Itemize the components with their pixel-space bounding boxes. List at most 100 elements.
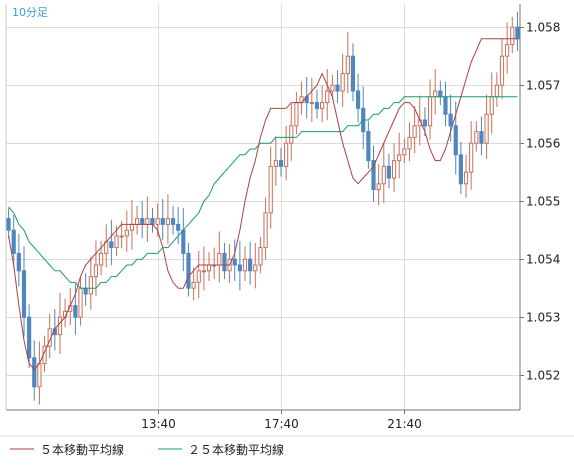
x-axis-ticks: 13:40 17:40 21:40 [141, 410, 422, 431]
candle-body-down [371, 160, 376, 191]
candle-body-down [186, 252, 191, 289]
candle-body-up [98, 252, 104, 266]
candle-body-up [134, 218, 140, 225]
candle-body-up [273, 160, 278, 167]
candle-body-down [278, 160, 284, 167]
candle-body-up [145, 218, 150, 225]
candle-body-down [32, 357, 37, 388]
candle-body-up [505, 44, 510, 57]
candle-body-up [165, 218, 171, 225]
candle-body-down [176, 223, 181, 231]
candle-body-up [263, 212, 268, 249]
candle-body-down [355, 90, 361, 109]
candle-body-down [73, 305, 78, 318]
candle-body-down [181, 229, 186, 254]
y-tick-label: 1.053 [526, 311, 560, 325]
candle-body-down [109, 241, 114, 249]
candles [6, 12, 520, 405]
candle-body-up [124, 229, 129, 237]
candle-body-up [402, 148, 407, 156]
y-tick-label: 1.056 [526, 137, 560, 151]
candle-body-up [330, 84, 335, 92]
x-tick-label: 21:40 [387, 417, 422, 431]
candle-body-down [237, 264, 242, 272]
candle-body-up [114, 235, 119, 249]
y-tick-label: 1.057 [526, 79, 560, 93]
candle-body-up [474, 131, 479, 144]
ma5-line [8, 38, 518, 371]
y-tick-label: 1.055 [526, 195, 560, 209]
legend-ma25-label: ２５本移動平均線 [188, 442, 284, 457]
candle-body-down [16, 252, 21, 272]
candle-body-down [160, 218, 165, 225]
candle-body-up [88, 276, 93, 295]
gridlines [6, 4, 520, 410]
candle-body-up [289, 125, 294, 144]
legend-ma5-label: ５本移動平均線 [40, 442, 124, 457]
candle-body-up [510, 26, 515, 46]
candle-body-down [232, 258, 237, 266]
candle-body-down [248, 258, 253, 272]
candle-body-up [463, 171, 469, 185]
candle-body-down [443, 96, 448, 115]
candle-body-down [140, 218, 145, 225]
y-tick-label: 1.052 [526, 369, 560, 383]
candle-body-up [57, 316, 63, 336]
candle-body-up [217, 252, 222, 266]
candle-body-up [407, 136, 412, 150]
candle-body-down [448, 113, 453, 127]
y-tick-label: 1.058 [526, 21, 560, 35]
timeframe-label: 10分足 [12, 6, 48, 19]
candle-body-up [129, 223, 135, 231]
candle-body-up [484, 113, 489, 144]
legend: ５本移動平均線 ２５本移動平均線 [10, 442, 284, 457]
candle-body-down [170, 218, 176, 225]
candle-body-down [479, 131, 484, 144]
candle-body-up [345, 55, 350, 75]
candle-body-down [83, 287, 88, 295]
candle-body-up [499, 55, 505, 86]
candle-body-down [222, 252, 227, 272]
candle-body-up [397, 154, 402, 162]
candle-body-up [340, 73, 345, 92]
candle-body-down [335, 84, 340, 92]
candle-body-down [27, 316, 32, 359]
candle-body-up [155, 218, 160, 225]
candle-body-up [469, 142, 474, 173]
candle-body-up [206, 264, 212, 272]
candle-body-up [78, 287, 83, 318]
candle-body-down [422, 119, 428, 127]
candle-body-up [201, 270, 206, 273]
candle-body-up [489, 96, 494, 115]
candle-body-up [325, 90, 330, 104]
candle-body-up [258, 247, 263, 266]
candle-body-up [268, 165, 273, 214]
candle-body-up [196, 270, 201, 283]
candle-body-down [21, 270, 27, 318]
candle-body-up [494, 84, 499, 98]
candle-body-down [6, 218, 11, 231]
candle-body-up [191, 281, 196, 289]
y-tick-label: 1.054 [526, 253, 560, 267]
candle-body-up [412, 125, 417, 138]
candle-body-up [391, 160, 397, 179]
x-tick-label: 17:40 [264, 417, 299, 431]
candle-body-up [376, 183, 381, 191]
candle-body-up [284, 142, 289, 167]
candle-body-down [453, 125, 458, 156]
candle-body-down [386, 165, 392, 179]
candle-body-down [458, 154, 463, 185]
candle-body-up [93, 264, 99, 278]
candle-body-up [381, 165, 386, 185]
candle-body-down [366, 131, 371, 162]
candle-body-up [309, 102, 314, 105]
candle-body-down [150, 218, 155, 225]
candle-body-up [37, 363, 42, 388]
candle-body-down [438, 90, 443, 98]
candle-body-up [433, 90, 438, 98]
candle-body-down [11, 229, 16, 254]
candle-body-up [320, 102, 325, 109]
moving-average-lines [8, 38, 518, 371]
